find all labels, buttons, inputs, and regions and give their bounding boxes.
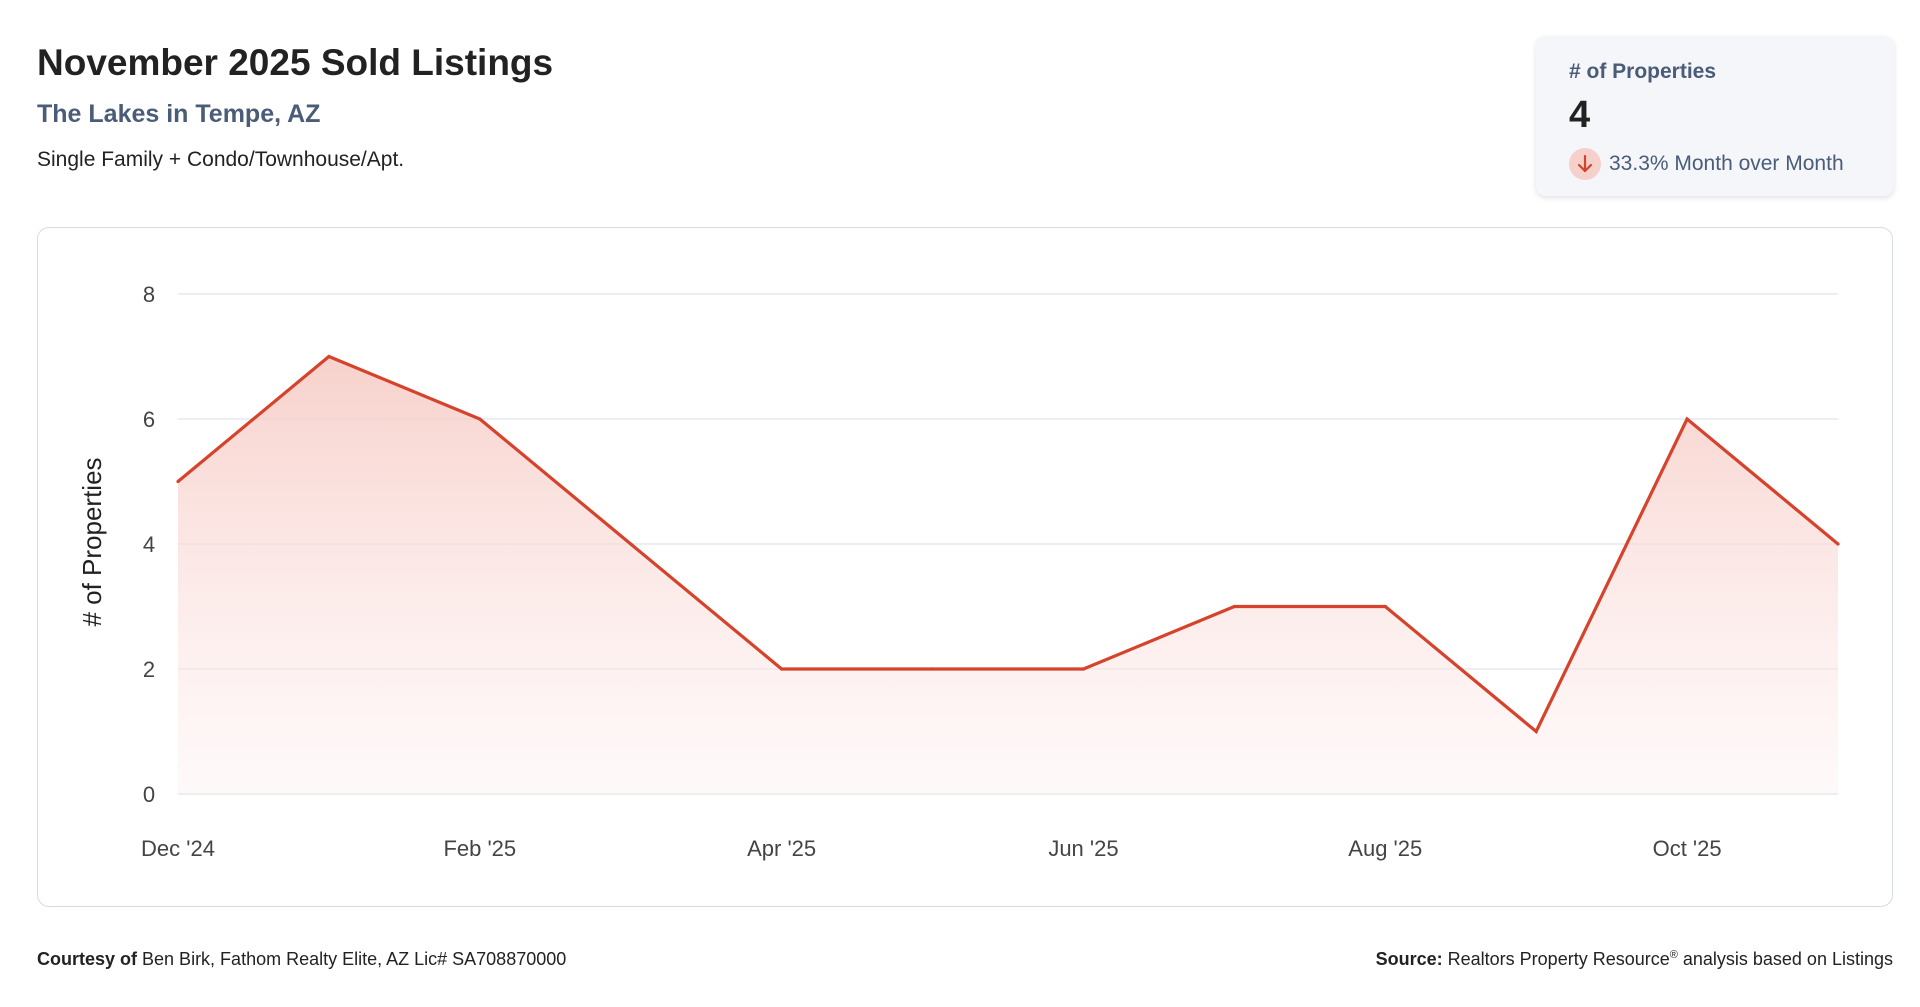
stat-change-text: 33.3% Month over Month	[1609, 152, 1844, 175]
registered-mark: ®	[1669, 949, 1678, 961]
arrow-down-icon	[1569, 148, 1601, 180]
source-suffix: analysis based on Listings	[1682, 949, 1893, 969]
x-tick-label: Oct '25	[1653, 836, 1722, 861]
data-point	[327, 354, 331, 359]
y-tick-label: 6	[143, 407, 155, 432]
page-subtitle: The Lakes in Tempe, AZ	[37, 100, 321, 128]
courtesy-text: Ben Birk, Fathom Realty Elite, AZ Lic# S…	[142, 949, 567, 969]
stat-value: 4	[1569, 94, 1591, 136]
data-point	[176, 479, 180, 484]
x-tick-label: Aug '25	[1348, 836, 1422, 861]
x-tick-label: Feb '25	[443, 836, 516, 861]
sold-listings-chart: 0 2 4 6 8 Dec '24 Feb '25 Apr '25 Jun '25 Aug '2…	[77, 282, 1840, 861]
x-tick-label: Dec '24	[141, 836, 215, 861]
y-tick-label: 4	[143, 532, 155, 557]
data-point	[1685, 417, 1689, 421]
property-type-description: Single Family + Condo/Townhouse/Apt.	[37, 148, 405, 171]
x-tick-label: Jun '25	[1048, 836, 1118, 861]
data-point	[930, 667, 935, 671]
x-tick-label: Apr '25	[747, 836, 816, 861]
series-line	[176, 354, 1840, 735]
page-title: November 2025 Sold Listings	[37, 42, 554, 83]
properties-stat-card: # of Properties 4 33.3% Month over Month	[1536, 36, 1894, 196]
data-point	[1232, 604, 1236, 609]
data-point	[478, 417, 482, 421]
source-label: Source:	[1375, 949, 1443, 969]
source-text: Realtors Property Resource	[1447, 949, 1670, 969]
data-point	[629, 542, 633, 546]
courtesy-label: Courtesy of	[37, 949, 138, 969]
stat-change: 33.3% Month over Month	[1569, 148, 1844, 180]
y-tick-label: 2	[143, 657, 155, 682]
y-tick-label: 8	[143, 282, 155, 307]
y-axis-title: # of Properties	[77, 457, 107, 626]
courtesy-note: Courtesy of Ben Birk, Fathom Realty Elit…	[37, 949, 566, 970]
data-point	[780, 667, 784, 671]
data-point	[1534, 729, 1538, 734]
series-area	[178, 356, 1838, 794]
data-point	[1383, 604, 1387, 609]
data-point	[1836, 542, 1840, 546]
y-tick-label: 0	[143, 782, 155, 807]
stat-label: # of Properties	[1569, 60, 1717, 83]
data-point	[1081, 667, 1086, 671]
chart-card: 0 2 4 6 8 Dec '24 Feb '25 Apr '25 Jun '25 Aug '2…	[37, 227, 1893, 907]
source-note: Source: Realtors Property Resource® anal…	[1376, 949, 1893, 970]
